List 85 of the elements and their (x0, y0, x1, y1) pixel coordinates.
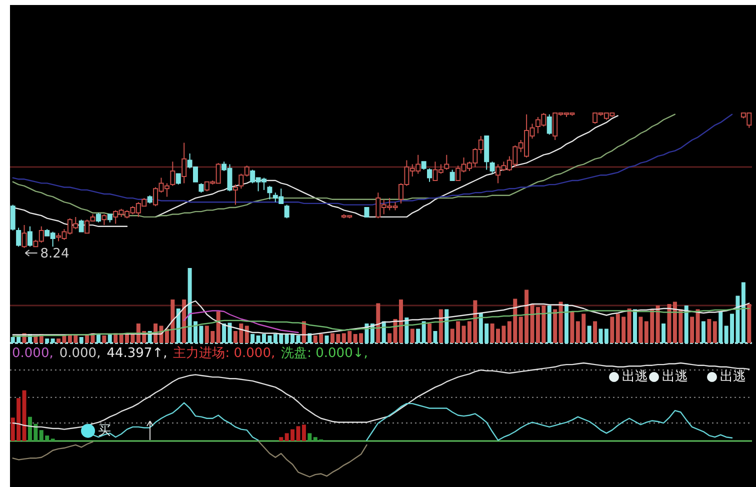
candlestick (546, 114, 552, 136)
bar (416, 328, 420, 343)
bar (558, 302, 563, 343)
bar (108, 334, 112, 343)
bar (182, 300, 186, 343)
bar (696, 309, 700, 343)
candlestick (267, 185, 272, 200)
bar (741, 282, 746, 343)
candlestick (427, 168, 432, 182)
annotation: 出逃 (662, 370, 688, 384)
candlestick (96, 212, 101, 223)
bar (707, 319, 712, 343)
candlestick (170, 161, 176, 186)
bar (308, 433, 312, 441)
candlestick (27, 226, 32, 248)
bar (638, 316, 643, 343)
candlestick (107, 214, 112, 223)
candlestick (421, 161, 426, 170)
bar (667, 304, 672, 343)
bar (250, 334, 255, 343)
bar (684, 306, 688, 343)
candlestick (147, 194, 152, 204)
bar (433, 331, 438, 343)
bar (718, 312, 723, 343)
bar (444, 309, 449, 343)
bar (747, 304, 752, 343)
bar (662, 324, 666, 343)
bar (438, 309, 443, 343)
bar (79, 337, 84, 343)
bar (570, 312, 574, 343)
annotation: 出逃 (720, 370, 746, 384)
text: 0.000, (12, 346, 54, 361)
bar (610, 316, 614, 343)
text: 44.397↑, (106, 346, 168, 361)
bar (279, 437, 284, 441)
bar (422, 321, 426, 343)
bar (302, 424, 306, 441)
bar (553, 309, 558, 343)
text: 洗盘: 0.000↓, (281, 346, 368, 361)
candlestick (490, 161, 495, 174)
bar (604, 328, 608, 343)
candlestick (102, 214, 107, 226)
bar (410, 328, 414, 343)
bar (96, 334, 100, 343)
bar (712, 321, 717, 343)
bar (428, 324, 432, 343)
bar (376, 303, 380, 343)
annotation: 8.24 (40, 246, 70, 262)
bar (690, 316, 694, 343)
candlestick (198, 182, 204, 194)
bar (627, 308, 632, 343)
candlestick (10, 204, 16, 231)
candlestick (182, 142, 187, 184)
candlestick (78, 219, 84, 232)
bar (176, 308, 180, 343)
bar (547, 306, 552, 343)
bar (244, 326, 249, 343)
candlestick (22, 224, 27, 248)
bar (701, 321, 706, 343)
annotation: 出逃 (622, 370, 648, 384)
bar (593, 321, 598, 343)
candlestick (232, 184, 238, 206)
candlestick (364, 207, 370, 218)
annotation: 买 (98, 423, 111, 438)
bar (102, 336, 106, 343)
bar (564, 304, 568, 343)
candlestick (444, 154, 450, 170)
bar (50, 338, 55, 343)
candlestick (450, 169, 455, 181)
bar (404, 318, 409, 343)
bar (656, 306, 660, 343)
text: 0.000, (59, 346, 101, 361)
bar (324, 336, 329, 343)
bar (216, 312, 220, 343)
candlestick (484, 135, 490, 170)
candlestick (176, 173, 181, 186)
bar (632, 309, 637, 343)
bar (22, 390, 26, 441)
text: 主力进场: 0.000, (173, 345, 276, 361)
bar (388, 333, 392, 343)
bar (587, 326, 592, 343)
bar (45, 338, 50, 343)
candlestick (284, 204, 290, 219)
candlestick (16, 227, 22, 248)
bar (598, 328, 603, 343)
